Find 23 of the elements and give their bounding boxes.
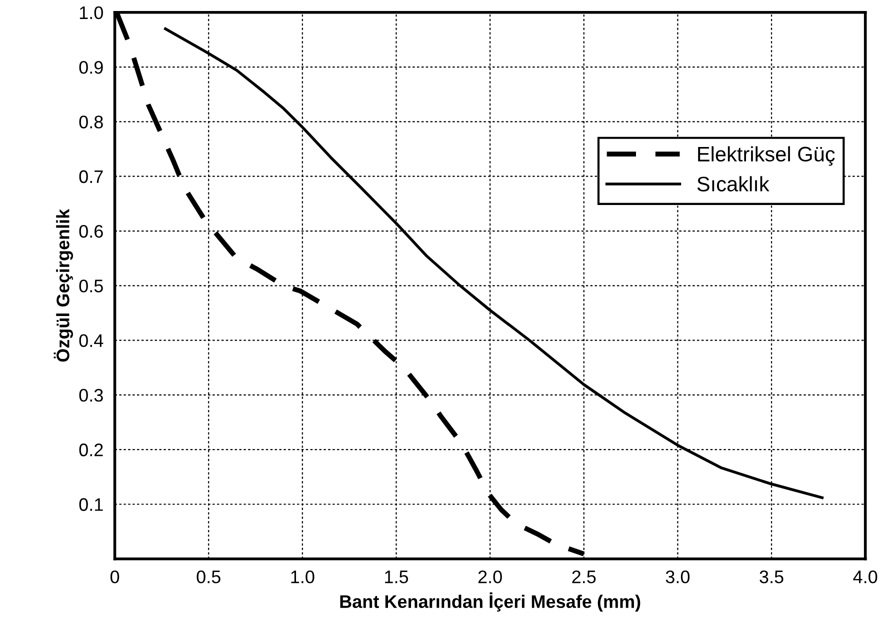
y-tick-label: 0.2 xyxy=(79,444,103,456)
x-tick-label: 1.5 xyxy=(385,570,408,584)
x-tick-label: 4.0 xyxy=(853,570,878,584)
x-tick-label: 2.0 xyxy=(478,570,502,584)
x-tick-label: 3.5 xyxy=(760,570,784,584)
legend-label: Elektriksel Güç xyxy=(698,146,835,166)
y-tick-label: 0.4 xyxy=(79,334,104,348)
x-tick-label: 0.5 xyxy=(196,570,220,584)
x-tick-label: 2.5 xyxy=(572,570,596,584)
x-axis-title: Bant Kenarından İçeri Mesafe (mm) xyxy=(340,592,640,612)
x-tick-label: 3.0 xyxy=(666,570,690,584)
y-tick-label: 0.8 xyxy=(79,116,103,128)
y-axis-title: Özgül Geçirgenlik xyxy=(54,208,74,362)
y-tick-label: 0.7 xyxy=(79,170,103,184)
x-tick-label: 1.0 xyxy=(291,570,314,584)
y-tick-label: 0.3 xyxy=(79,388,103,402)
y-tick-label: 1.0 xyxy=(80,6,103,20)
legend-label: Sıcaklık xyxy=(697,176,770,192)
y-tick-label: 0.9 xyxy=(79,61,103,74)
y-tick-label: 0.1 xyxy=(79,498,103,511)
y-tick-label: 0.6 xyxy=(79,224,103,238)
y-tick-label: 0.5 xyxy=(79,280,103,292)
x-tick-label: 0 xyxy=(110,570,120,584)
